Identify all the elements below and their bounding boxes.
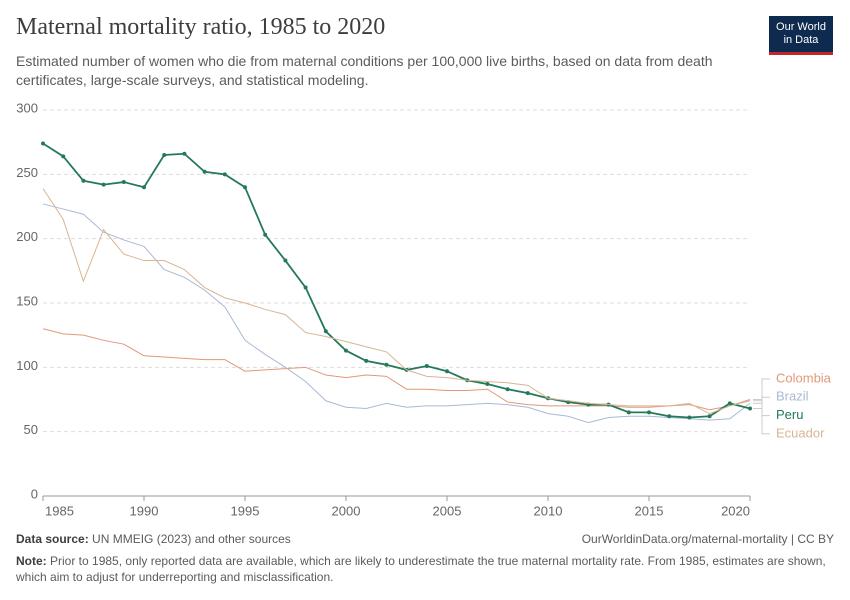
- point: [263, 232, 268, 237]
- point: [162, 153, 167, 158]
- point: [121, 180, 126, 185]
- logo-text: in Data: [783, 34, 819, 46]
- source-text: UN MMEIG (2023) and other sources: [92, 532, 291, 546]
- y-tick-label: 150: [16, 293, 38, 308]
- point: [101, 182, 106, 187]
- x-tick-label: 2000: [332, 503, 361, 518]
- source: Data source: UN MMEIG (2023) and other s…: [16, 532, 291, 546]
- series-line: [42, 328, 751, 411]
- point: [525, 391, 530, 396]
- y-tick-label: 50: [24, 422, 38, 437]
- series-line: [42, 142, 751, 419]
- note-text: Prior to 1985, only reported data are av…: [16, 554, 826, 584]
- point: [222, 172, 227, 177]
- series-line: [42, 203, 751, 424]
- x-tick-label: 1985: [45, 503, 74, 518]
- point: [283, 258, 288, 263]
- x-tick-label: 2020: [721, 503, 750, 518]
- point: [142, 185, 146, 190]
- x-tick-label: 2005: [433, 503, 462, 518]
- point: [647, 410, 651, 415]
- point: [424, 364, 429, 369]
- x-tick-label: 2010: [534, 503, 563, 518]
- x-tick-label: 1995: [231, 503, 260, 518]
- point: [687, 415, 692, 420]
- point: [303, 285, 308, 290]
- chart-subtitle: Estimated number of women who die from m…: [16, 53, 713, 88]
- y-tick-label: 100: [16, 358, 38, 373]
- y-tick-label: 300: [16, 100, 38, 115]
- source-label: Data source:: [16, 532, 89, 546]
- point: [384, 362, 389, 367]
- point: [182, 151, 187, 156]
- note: Note: Prior to 1985, only reported data …: [16, 553, 831, 585]
- legend-label: Brazil: [776, 389, 809, 404]
- y-tick-label: 0: [31, 486, 38, 501]
- point: [727, 401, 732, 406]
- point: [202, 169, 207, 174]
- point: [485, 382, 490, 387]
- legend-connector: [753, 378, 770, 400]
- point: [323, 329, 328, 334]
- chart-title: Maternal mortality ratio, 1985 to 2020: [16, 14, 386, 40]
- url[interactable]: OurWorldinData.org/maternal-mortality | …: [581, 532, 834, 546]
- point: [344, 348, 348, 353]
- logo[interactable]: Our World in Data: [769, 16, 833, 55]
- point: [243, 185, 247, 190]
- point: [748, 406, 752, 411]
- y-tick-label: 250: [16, 165, 38, 180]
- legend-label: Peru: [776, 407, 803, 422]
- point: [41, 141, 45, 146]
- point: [505, 387, 510, 392]
- legend-label: Ecuador: [776, 425, 825, 440]
- logo-text: Our World: [776, 21, 826, 33]
- legend-connector: [753, 400, 770, 435]
- x-tick-label: 1990: [130, 503, 159, 518]
- point: [364, 358, 369, 363]
- note-label: Note:: [16, 554, 47, 568]
- y-tick-label: 200: [16, 229, 38, 244]
- point: [445, 369, 449, 374]
- point: [626, 410, 631, 415]
- x-tick-label: 2015: [635, 503, 664, 518]
- point: [667, 414, 672, 419]
- chart: 0 50 100 150 200 250 300 1985 1990 1995 2000 2005 20…: [16, 100, 832, 518]
- series-line: [42, 188, 751, 415]
- point: [707, 414, 712, 419]
- point: [81, 178, 86, 183]
- legend-label: Colombia: [776, 370, 832, 385]
- point: [61, 154, 66, 159]
